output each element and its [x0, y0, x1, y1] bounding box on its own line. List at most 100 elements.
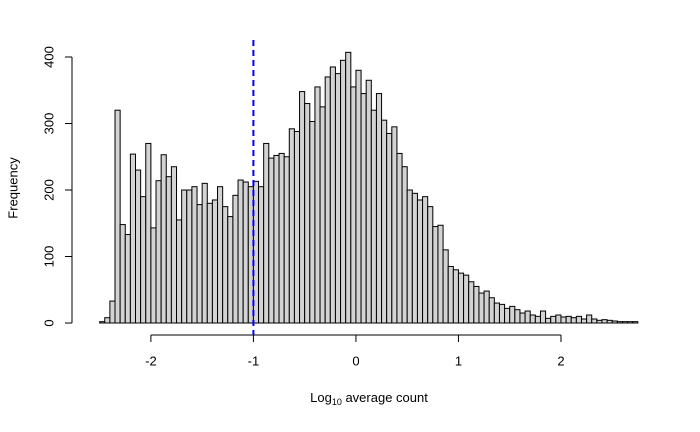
bar	[632, 321, 639, 324]
bar	[442, 249, 449, 324]
bar	[575, 315, 582, 324]
bar	[550, 315, 557, 324]
bar	[570, 317, 577, 324]
bar	[293, 130, 301, 324]
bar	[606, 319, 613, 324]
bar	[545, 317, 552, 324]
bar	[360, 93, 367, 324]
y-tick-label: 100	[41, 246, 56, 268]
x-label-part: Log	[310, 390, 332, 405]
bar	[391, 126, 398, 324]
bar	[319, 106, 326, 324]
bar	[237, 179, 244, 324]
bar	[370, 109, 377, 324]
bar	[278, 152, 285, 324]
bar	[186, 189, 193, 324]
bar	[340, 59, 347, 324]
bar	[524, 310, 531, 324]
bar	[176, 219, 183, 324]
x-tick-label: -2	[145, 353, 157, 368]
bar	[432, 226, 439, 324]
bar	[396, 152, 403, 324]
bar	[611, 320, 618, 324]
bar	[242, 181, 249, 324]
bar	[601, 319, 608, 324]
bar	[309, 121, 316, 324]
bar	[483, 290, 490, 324]
bar	[427, 206, 434, 324]
bar	[534, 315, 541, 324]
bar	[263, 142, 270, 324]
y-axis-label: Frequency	[5, 157, 20, 219]
bar	[411, 192, 418, 324]
bar	[627, 321, 634, 324]
bar	[155, 180, 162, 324]
bar	[160, 154, 167, 324]
bar	[504, 307, 511, 324]
bar	[493, 302, 500, 324]
x-tick-label: 2	[557, 353, 564, 368]
bar	[299, 91, 306, 324]
bar	[447, 265, 454, 324]
bar	[329, 66, 336, 324]
bar	[334, 73, 342, 324]
bar	[114, 109, 121, 324]
bar	[222, 206, 229, 324]
bar	[227, 216, 234, 324]
bar	[258, 186, 265, 324]
bar	[514, 309, 521, 324]
bar	[145, 142, 152, 324]
bar	[129, 153, 137, 324]
bar	[283, 156, 290, 324]
bar	[580, 318, 588, 324]
x-axis-label: Log10 average count	[310, 390, 428, 407]
bar	[596, 319, 603, 324]
bar	[150, 227, 157, 324]
bar	[181, 189, 188, 324]
bar	[109, 300, 116, 324]
bar	[314, 86, 321, 324]
bar	[375, 93, 383, 324]
bar	[206, 202, 213, 324]
bar	[365, 79, 372, 324]
bar	[273, 154, 280, 324]
bar	[468, 281, 475, 324]
bar	[268, 157, 275, 324]
bar	[217, 186, 224, 324]
bar	[104, 317, 111, 324]
bar	[170, 166, 178, 324]
bar	[422, 196, 429, 324]
bar	[539, 310, 547, 324]
bar	[586, 314, 593, 324]
bar	[386, 132, 393, 324]
bar	[381, 119, 388, 324]
bar	[140, 196, 147, 324]
bar	[529, 314, 536, 324]
bar	[406, 189, 413, 324]
y-tick-label: 400	[41, 46, 56, 68]
bar	[457, 272, 465, 324]
bar	[345, 51, 352, 324]
bar	[350, 86, 357, 324]
bar	[355, 69, 362, 324]
bar	[401, 166, 408, 324]
bar	[488, 297, 495, 324]
bar	[124, 234, 131, 324]
bar	[555, 314, 562, 324]
bar	[119, 224, 126, 324]
bar	[478, 292, 485, 324]
bar	[473, 285, 480, 324]
bar	[560, 316, 567, 324]
bar	[211, 199, 219, 324]
bar	[232, 194, 239, 324]
x-tick-label: 1	[455, 353, 462, 368]
y-tick-label: 200	[41, 179, 56, 201]
bar	[591, 318, 598, 324]
bar	[621, 321, 629, 324]
bar	[304, 103, 311, 324]
bar	[437, 224, 444, 324]
bar	[616, 321, 623, 324]
bar	[416, 199, 424, 324]
